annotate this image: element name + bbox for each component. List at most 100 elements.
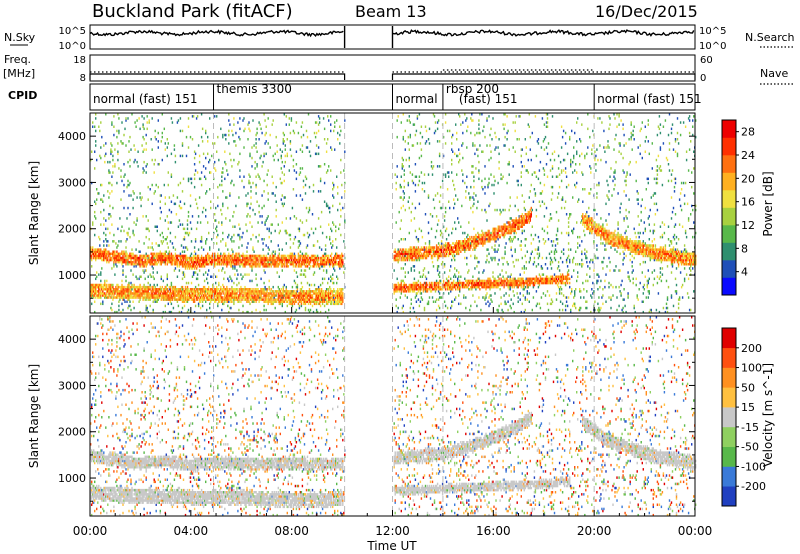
heatmap-cell bbox=[279, 292, 282, 295]
heatmap-cell bbox=[426, 250, 429, 253]
heatmap-cell bbox=[192, 288, 195, 291]
heatmap-cell bbox=[174, 248, 177, 251]
heatmap-cell bbox=[222, 283, 224, 287]
heatmap-cell bbox=[321, 281, 324, 285]
heatmap-cell bbox=[146, 254, 148, 258]
heatmap-cell bbox=[279, 148, 282, 151]
heatmap-cell bbox=[265, 254, 267, 258]
heatmap-cell bbox=[126, 217, 128, 220]
heatmap-cell bbox=[108, 288, 110, 291]
heatmap-cell bbox=[199, 263, 202, 266]
freq-trace bbox=[89, 69, 696, 80]
heatmap-cell bbox=[274, 300, 276, 303]
heatmap-cell bbox=[209, 260, 211, 264]
heatmap-cell bbox=[176, 265, 179, 268]
heatmap-cell bbox=[103, 144, 105, 147]
heatmap-cell bbox=[205, 177, 207, 181]
heatmap-cell bbox=[277, 290, 280, 293]
heatmap-cell bbox=[338, 265, 340, 268]
heatmap-cell bbox=[274, 290, 276, 293]
heatmap-cell bbox=[268, 265, 270, 268]
heatmap-cell bbox=[167, 296, 170, 299]
heatmap-cell bbox=[281, 304, 284, 308]
heatmap-cell bbox=[329, 298, 331, 301]
heatmap-cell bbox=[114, 163, 116, 166]
heatmap-cell bbox=[285, 288, 288, 291]
heatmap-cell bbox=[319, 296, 322, 299]
heatmap-cell bbox=[442, 252, 445, 256]
heatmap-cell bbox=[316, 294, 319, 297]
heatmap-cell bbox=[135, 285, 137, 289]
heatmap-cell bbox=[406, 119, 409, 122]
heatmap-cell bbox=[100, 252, 102, 256]
heatmap-cell bbox=[301, 150, 304, 153]
heatmap-cell bbox=[451, 231, 453, 235]
heatmap-cell bbox=[171, 298, 174, 301]
heatmap-cell bbox=[116, 252, 118, 256]
heatmap-cell bbox=[94, 300, 96, 303]
heatmap-cell bbox=[317, 152, 320, 156]
heatmap-cell bbox=[184, 292, 187, 295]
heatmap-cell bbox=[458, 113, 460, 116]
heatmap-cell bbox=[421, 254, 424, 258]
heatmap-cell bbox=[94, 210, 96, 214]
heatmap-cell bbox=[267, 215, 269, 218]
heatmap-cell bbox=[410, 269, 413, 272]
heatmap-cell bbox=[176, 300, 179, 303]
heatmap-cell bbox=[319, 256, 322, 260]
heatmap-cell bbox=[203, 175, 206, 178]
heatmap-cell bbox=[290, 119, 293, 122]
heatmap-cell bbox=[189, 288, 192, 291]
heatmap-cell bbox=[408, 283, 411, 287]
heatmap-cell bbox=[398, 254, 400, 258]
heatmap-cell bbox=[306, 290, 309, 293]
heatmap-cell bbox=[441, 288, 444, 291]
heatmap-cell bbox=[164, 148, 167, 151]
heatmap-cell bbox=[151, 294, 153, 297]
heatmap-cell bbox=[194, 292, 197, 295]
heatmap-cell bbox=[212, 298, 214, 301]
heatmap-cell bbox=[264, 271, 266, 274]
heatmap-cell bbox=[340, 215, 342, 218]
heatmap-cell bbox=[400, 252, 403, 256]
heatmap-cell bbox=[450, 288, 452, 291]
heatmap-cell bbox=[307, 235, 310, 239]
heatmap-cell bbox=[222, 300, 224, 303]
heatmap-cell bbox=[263, 152, 265, 156]
heatmap-cell bbox=[117, 292, 119, 295]
heatmap-cell bbox=[92, 223, 94, 226]
heatmap-cell bbox=[158, 290, 161, 293]
heatmap-cell bbox=[335, 260, 337, 264]
heatmap-cell bbox=[457, 154, 459, 158]
heatmap-cell bbox=[203, 263, 206, 266]
heatmap-cell bbox=[266, 294, 268, 297]
heatmap-cell bbox=[315, 288, 318, 291]
heatmap-cell bbox=[223, 252, 225, 256]
heatmap-cell bbox=[244, 290, 246, 293]
heatmap-cell bbox=[327, 138, 329, 141]
heatmap-cell bbox=[409, 121, 412, 124]
heatmap-cell bbox=[142, 263, 144, 266]
heatmap-cell bbox=[280, 154, 283, 158]
heatmap-cell bbox=[281, 294, 284, 297]
heatmap-cell bbox=[428, 242, 431, 245]
heatmap-cell bbox=[338, 227, 340, 231]
heatmap-cell bbox=[253, 256, 255, 260]
heatmap-cell bbox=[227, 294, 229, 297]
heatmap-cell bbox=[130, 294, 132, 297]
heatmap-cell bbox=[138, 250, 140, 253]
heatmap-cell bbox=[143, 296, 145, 299]
heatmap-cell bbox=[226, 265, 228, 268]
heatmap-cell bbox=[304, 175, 307, 178]
heatmap-cell bbox=[219, 290, 221, 293]
heatmap-cell bbox=[168, 258, 171, 262]
heatmap-cell bbox=[303, 298, 306, 301]
heatmap-cell bbox=[206, 290, 208, 293]
heatmap-cell bbox=[234, 258, 236, 262]
heatmap-cell bbox=[210, 310, 212, 314]
heatmap-cell bbox=[170, 221, 173, 224]
heatmap-cell bbox=[339, 142, 341, 145]
heatmap-cell bbox=[444, 244, 447, 247]
heatmap-cell bbox=[186, 231, 189, 235]
heatmap-cell bbox=[419, 250, 422, 253]
